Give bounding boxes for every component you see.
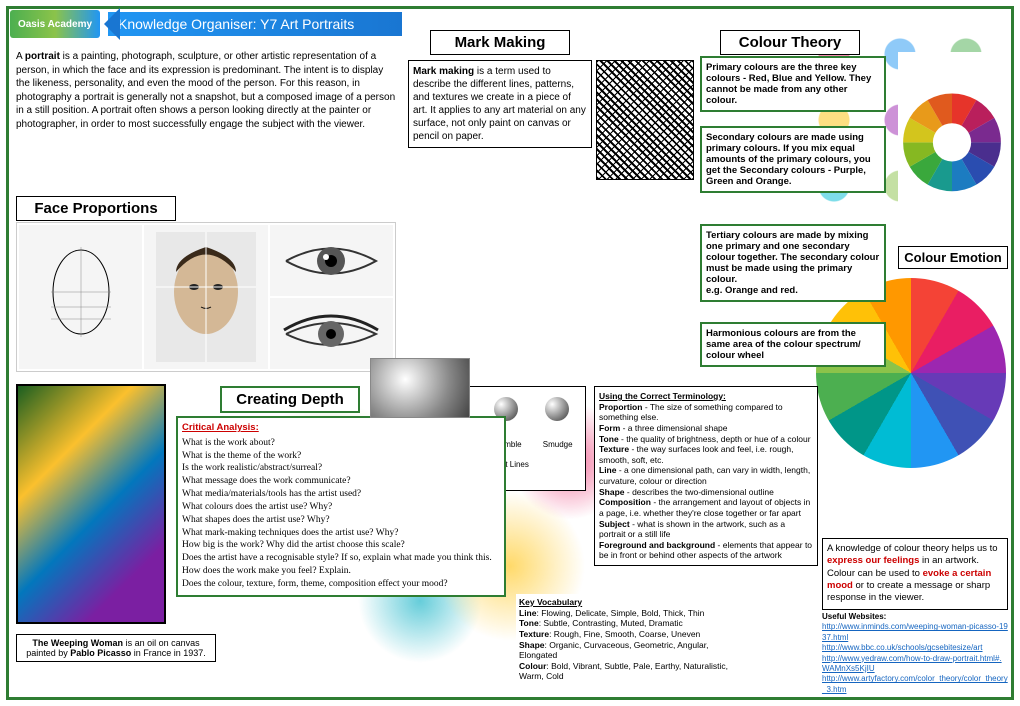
colour-emotion-heading: Colour Emotion xyxy=(898,246,1008,269)
mark-making-text: Mark making is a term used to describe t… xyxy=(408,60,592,148)
mark-making-heading: Mark Making xyxy=(430,30,570,55)
colour-emotion-text: A knowledge of colour theory helps us to… xyxy=(822,538,1008,610)
website-link[interactable]: http://www.yedraw.com/how-to-draw-portra… xyxy=(822,654,1002,673)
terminology-box: Using the Correct Terminology: Proportio… xyxy=(594,386,818,566)
mark-making-image xyxy=(596,60,694,180)
colour-secondary-box: Secondary colours are made using primary… xyxy=(700,126,886,193)
weeping-woman-caption: The Weeping Woman is an oil on canvas pa… xyxy=(16,634,216,662)
face-proportions-heading: Face Proportions xyxy=(16,196,176,221)
face-photo-image xyxy=(144,225,267,369)
website-link[interactable]: http://www.bbc.co.uk/schools/gcsebitesiz… xyxy=(822,643,983,652)
oasis-logo: Oasis Academy xyxy=(10,10,100,38)
eye-sketch-image xyxy=(270,225,393,296)
key-vocabulary-box: Key Vocabulary Line: Flowing, Delicate, … xyxy=(516,594,746,685)
colour-theory-heading: Colour Theory xyxy=(720,30,860,55)
weeping-woman-image xyxy=(16,384,166,624)
useful-websites-box: Useful Websites: http://www.inminds.com/… xyxy=(822,612,1008,695)
shading-sphere-image xyxy=(370,358,470,418)
face-proportions-images xyxy=(16,222,396,372)
head-outline-image xyxy=(19,225,142,369)
title-banner: Knowledge Organiser: Y7 Art Portraits xyxy=(108,12,402,36)
website-link[interactable]: http://www.artyfactory.com/color_theory/… xyxy=(822,674,1008,693)
colour-primary-box: Primary colours are the three key colour… xyxy=(700,56,886,112)
portrait-intro: A portrait is a painting, photograph, sc… xyxy=(16,50,398,131)
creating-depth-heading: Creating Depth xyxy=(220,386,360,413)
colour-tertiary-box: Tertiary colours are made by mixing one … xyxy=(700,224,886,302)
website-link[interactable]: http://www.inminds.com/weeping-woman-pic… xyxy=(822,622,1008,641)
colour-wheel-image xyxy=(898,52,1006,222)
colour-emotion-wheel-image xyxy=(816,278,1006,468)
colour-harmonious-box: Harmonious colours are from the same are… xyxy=(700,322,886,367)
critical-analysis-box: Critical Analysis: What is the work abou… xyxy=(176,416,506,597)
